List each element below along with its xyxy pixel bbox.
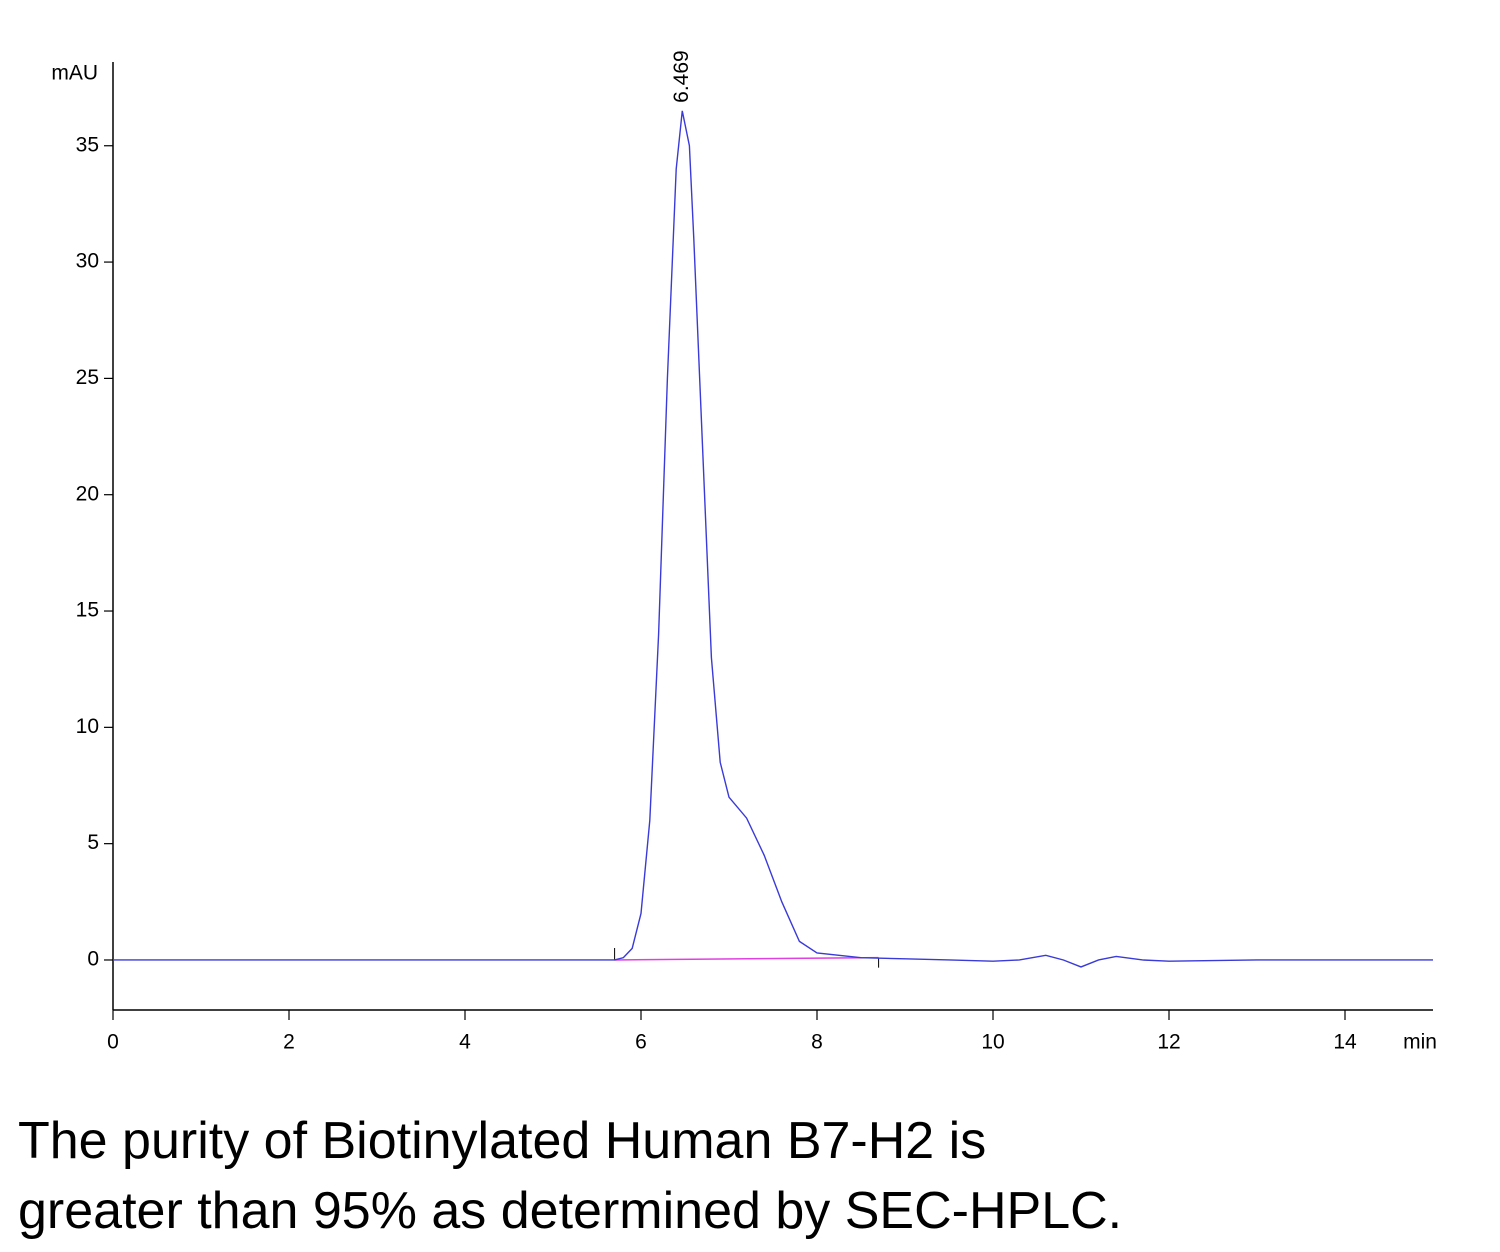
peak-label: 6.469 [670,50,693,103]
x-tick-label: 12 [1157,1031,1180,1054]
y-tick-label: 20 [76,482,99,505]
y-tick-label: 15 [76,599,99,622]
y-tick-label: 30 [76,250,99,273]
caption: The purity of Biotinylated Human B7-H2 i… [18,1112,986,1170]
y-tick-label: 10 [76,715,99,738]
x-tick-label: 10 [981,1031,1004,1054]
x-tick-label: 2 [283,1031,295,1054]
trace [113,110,1433,968]
x-tick-label: 6 [635,1031,647,1054]
y-tick-label: 35 [76,133,99,156]
y-tick-label: 0 [87,948,99,971]
y-axis-label: mAU [51,62,98,85]
x-tick-label: 8 [811,1031,823,1054]
integration-baseline [614,956,879,961]
y-tick-label: 5 [87,831,99,854]
x-tick-label: 0 [107,1031,119,1054]
x-axis-label: min [1403,1031,1437,1054]
y-tick-label: 25 [76,366,99,389]
x-tick-label: 4 [459,1031,471,1054]
caption: greater than 95% as determined by SEC-HP… [18,1182,1122,1240]
x-tick-label: 14 [1333,1031,1357,1054]
